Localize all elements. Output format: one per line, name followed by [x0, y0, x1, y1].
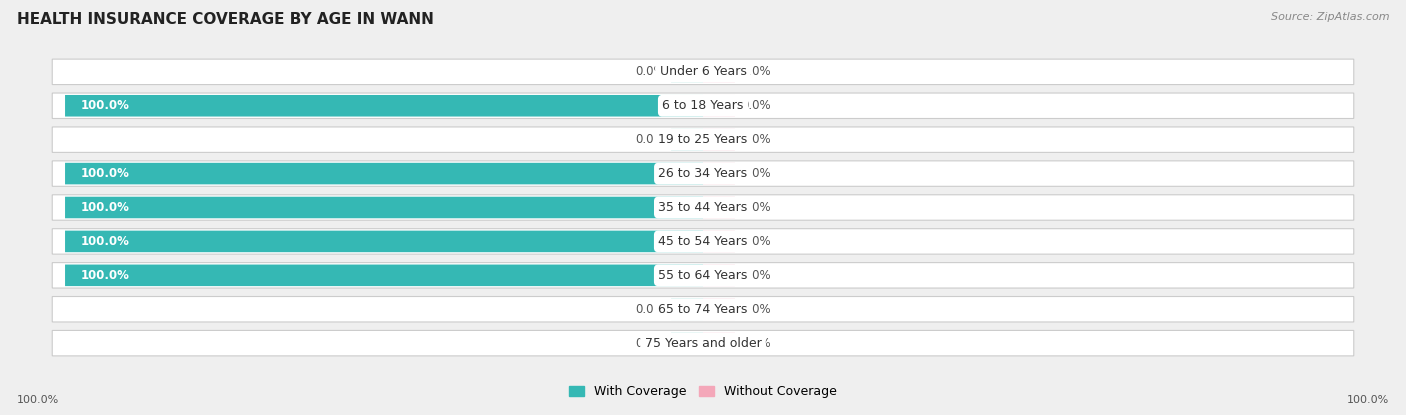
FancyBboxPatch shape: [671, 129, 703, 151]
FancyBboxPatch shape: [65, 264, 703, 286]
Text: 0.0%: 0.0%: [741, 65, 770, 78]
Text: HEALTH INSURANCE COVERAGE BY AGE IN WANN: HEALTH INSURANCE COVERAGE BY AGE IN WANN: [17, 12, 433, 27]
FancyBboxPatch shape: [703, 95, 735, 117]
FancyBboxPatch shape: [703, 61, 735, 83]
Text: 0.0%: 0.0%: [741, 303, 770, 316]
Text: 0.0%: 0.0%: [636, 303, 665, 316]
Text: 0.0%: 0.0%: [741, 337, 770, 350]
FancyBboxPatch shape: [52, 93, 1354, 118]
Text: Under 6 Years: Under 6 Years: [659, 65, 747, 78]
FancyBboxPatch shape: [65, 163, 703, 184]
Text: 0.0%: 0.0%: [636, 65, 665, 78]
FancyBboxPatch shape: [703, 332, 735, 354]
FancyBboxPatch shape: [703, 264, 735, 286]
Legend: With Coverage, Without Coverage: With Coverage, Without Coverage: [564, 380, 842, 403]
Text: 6 to 18 Years: 6 to 18 Years: [662, 99, 744, 112]
FancyBboxPatch shape: [52, 297, 1354, 322]
Text: Source: ZipAtlas.com: Source: ZipAtlas.com: [1271, 12, 1389, 22]
Text: 100.0%: 100.0%: [82, 99, 129, 112]
Text: 0.0%: 0.0%: [636, 133, 665, 146]
Text: 0.0%: 0.0%: [741, 167, 770, 180]
Text: 0.0%: 0.0%: [636, 337, 665, 350]
Text: 100.0%: 100.0%: [82, 201, 129, 214]
Text: 0.0%: 0.0%: [741, 235, 770, 248]
FancyBboxPatch shape: [65, 197, 703, 218]
Text: 100.0%: 100.0%: [82, 235, 129, 248]
Text: 45 to 54 Years: 45 to 54 Years: [658, 235, 748, 248]
FancyBboxPatch shape: [703, 197, 735, 218]
Text: 75 Years and older: 75 Years and older: [644, 337, 762, 350]
Text: 19 to 25 Years: 19 to 25 Years: [658, 133, 748, 146]
FancyBboxPatch shape: [52, 127, 1354, 152]
Text: 0.0%: 0.0%: [741, 269, 770, 282]
Text: 0.0%: 0.0%: [741, 133, 770, 146]
Text: 55 to 64 Years: 55 to 64 Years: [658, 269, 748, 282]
Text: 100.0%: 100.0%: [82, 167, 129, 180]
FancyBboxPatch shape: [52, 229, 1354, 254]
Text: 35 to 44 Years: 35 to 44 Years: [658, 201, 748, 214]
FancyBboxPatch shape: [52, 161, 1354, 186]
FancyBboxPatch shape: [703, 298, 735, 320]
FancyBboxPatch shape: [65, 95, 703, 117]
Text: 100.0%: 100.0%: [17, 395, 59, 405]
FancyBboxPatch shape: [52, 263, 1354, 288]
Text: 100.0%: 100.0%: [82, 269, 129, 282]
FancyBboxPatch shape: [671, 298, 703, 320]
Text: 100.0%: 100.0%: [1347, 395, 1389, 405]
FancyBboxPatch shape: [703, 129, 735, 151]
Text: 65 to 74 Years: 65 to 74 Years: [658, 303, 748, 316]
FancyBboxPatch shape: [65, 231, 703, 252]
Text: 26 to 34 Years: 26 to 34 Years: [658, 167, 748, 180]
FancyBboxPatch shape: [671, 332, 703, 354]
Text: 0.0%: 0.0%: [741, 201, 770, 214]
FancyBboxPatch shape: [703, 231, 735, 252]
FancyBboxPatch shape: [703, 163, 735, 184]
FancyBboxPatch shape: [52, 330, 1354, 356]
Text: 0.0%: 0.0%: [741, 99, 770, 112]
FancyBboxPatch shape: [52, 59, 1354, 85]
FancyBboxPatch shape: [52, 195, 1354, 220]
FancyBboxPatch shape: [671, 61, 703, 83]
